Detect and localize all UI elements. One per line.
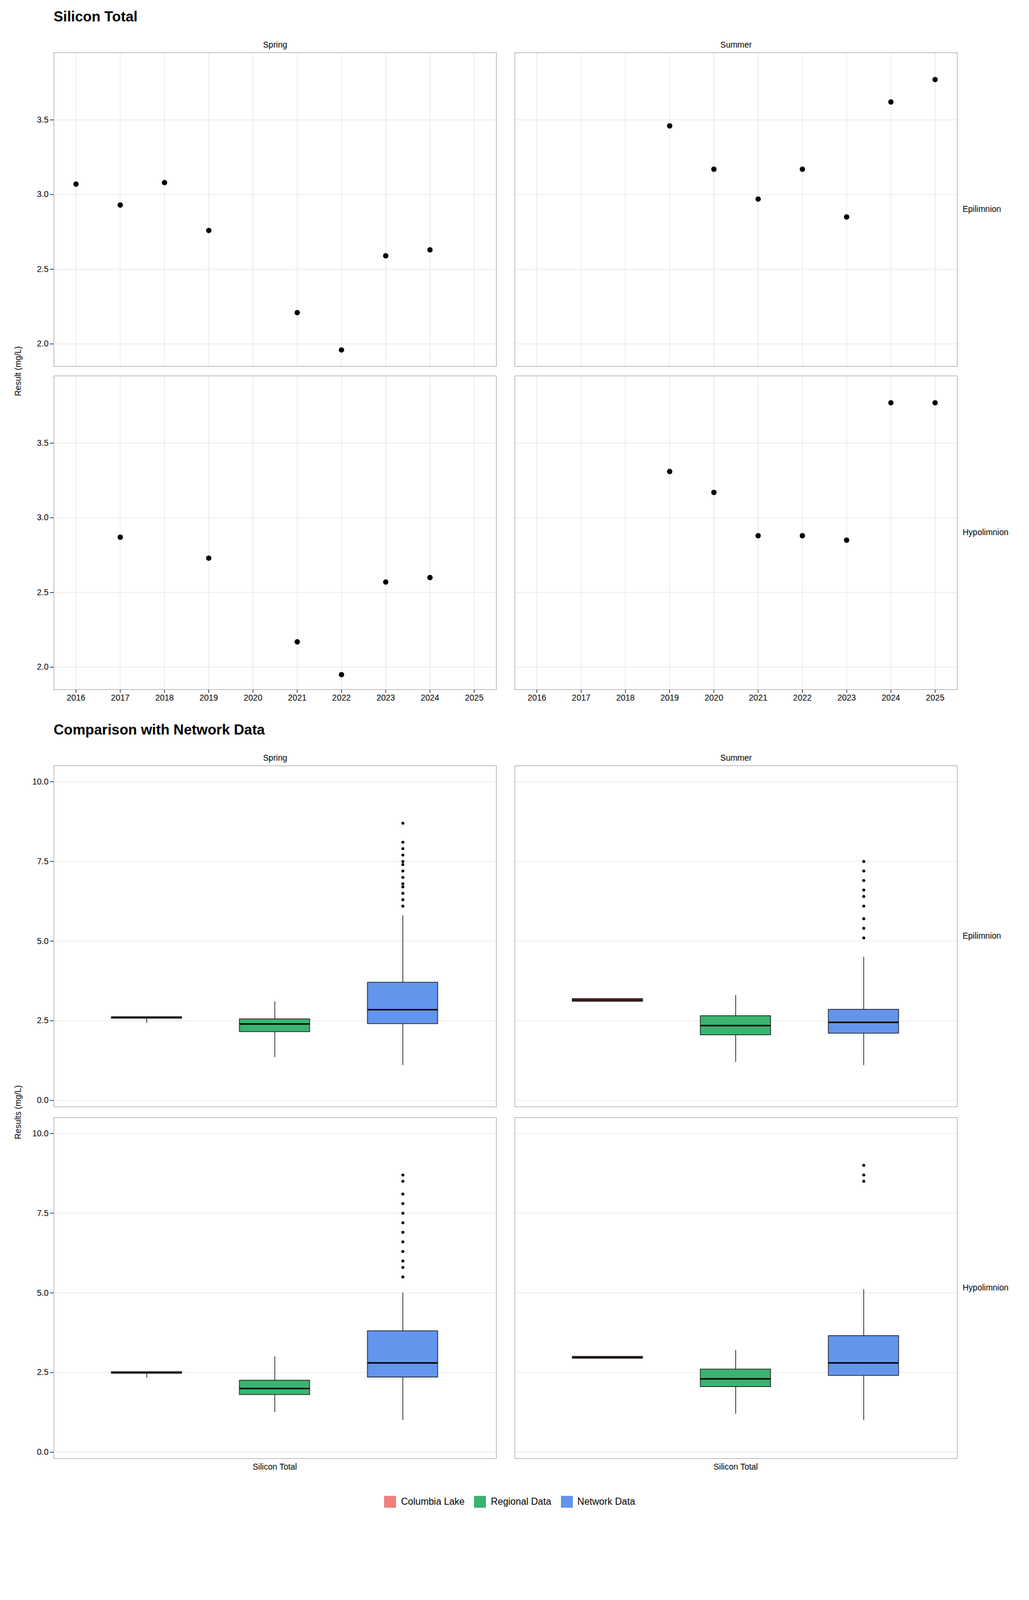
- svg-text:2021: 2021: [749, 693, 768, 703]
- svg-text:Summer: Summer: [720, 39, 753, 50]
- svg-text:2019: 2019: [660, 693, 679, 703]
- svg-text:2016: 2016: [527, 693, 547, 703]
- html-text:Silicon Total: Silicon Total: [53, 8, 138, 25]
- html-text:Comparison with Network Data: Comparison with Network Data: [53, 721, 265, 738]
- svg-text:2.5: 2.5: [36, 1015, 49, 1026]
- svg-text:Results (mg/L): Results (mg/L): [13, 1085, 23, 1140]
- svg-text:Silicon Total: Silicon Total: [713, 1462, 758, 1473]
- svg-text:2.0: 2.0: [36, 338, 49, 349]
- svg-text:Silicon Total: Silicon Total: [252, 1462, 297, 1473]
- svg-text:2025: 2025: [925, 693, 945, 703]
- svg-text:Spring: Spring: [263, 753, 288, 763]
- svg-text:5.0: 5.0: [36, 936, 49, 947]
- svg-text:Summer: Summer: [720, 753, 753, 763]
- svg-text:Hypolimnion: Hypolimnion: [962, 527, 1009, 538]
- svg-text:2020: 2020: [704, 693, 723, 703]
- svg-text:2022: 2022: [793, 693, 812, 703]
- html-text:Columbia Lake: Columbia Lake: [401, 1496, 465, 1507]
- svg-text:Result (mg/L): Result (mg/L): [13, 345, 23, 396]
- svg-text:2016: 2016: [66, 693, 86, 703]
- svg-text:10.0: 10.0: [32, 1129, 49, 1139]
- svg-text:0.0: 0.0: [36, 1095, 49, 1106]
- svg-text:2022: 2022: [332, 693, 351, 703]
- svg-text:Epilimnion: Epilimnion: [962, 204, 1002, 214]
- svg-text:2018: 2018: [616, 693, 635, 703]
- svg-text:3.0: 3.0: [36, 189, 49, 199]
- svg-text:2025: 2025: [465, 693, 484, 703]
- svg-text:2.5: 2.5: [36, 1367, 49, 1378]
- svg-text:2024: 2024: [420, 693, 439, 703]
- svg-text:2019: 2019: [199, 693, 218, 703]
- svg-text:7.5: 7.5: [36, 856, 49, 867]
- svg-text:2021: 2021: [288, 693, 307, 703]
- svg-text:Spring: Spring: [263, 39, 288, 50]
- svg-text:Hypolimnion: Hypolimnion: [962, 1283, 1009, 1293]
- svg-text:2024: 2024: [881, 693, 900, 703]
- svg-text:Epilimnion: Epilimnion: [962, 931, 1002, 941]
- svg-text:2020: 2020: [243, 693, 263, 703]
- svg-text:7.5: 7.5: [36, 1208, 49, 1219]
- svg-text:0.0: 0.0: [36, 1447, 49, 1458]
- svg-text:2.5: 2.5: [36, 264, 49, 274]
- svg-text:2023: 2023: [837, 693, 856, 703]
- svg-text:2.0: 2.0: [36, 662, 49, 672]
- html-text:Regional Data: Regional Data: [490, 1496, 552, 1507]
- svg-text:10.0: 10.0: [32, 777, 49, 787]
- svg-text:3.5: 3.5: [36, 114, 49, 125]
- svg-text:2.5: 2.5: [36, 587, 49, 598]
- svg-text:2017: 2017: [571, 693, 591, 703]
- svg-text:2023: 2023: [376, 693, 395, 703]
- svg-text:2018: 2018: [155, 693, 174, 703]
- html-text:Network Data: Network Data: [577, 1496, 636, 1507]
- svg-text:3.5: 3.5: [36, 438, 49, 448]
- svg-text:3.0: 3.0: [36, 512, 49, 523]
- svg-text:2017: 2017: [110, 693, 130, 703]
- svg-text:5.0: 5.0: [36, 1288, 49, 1299]
